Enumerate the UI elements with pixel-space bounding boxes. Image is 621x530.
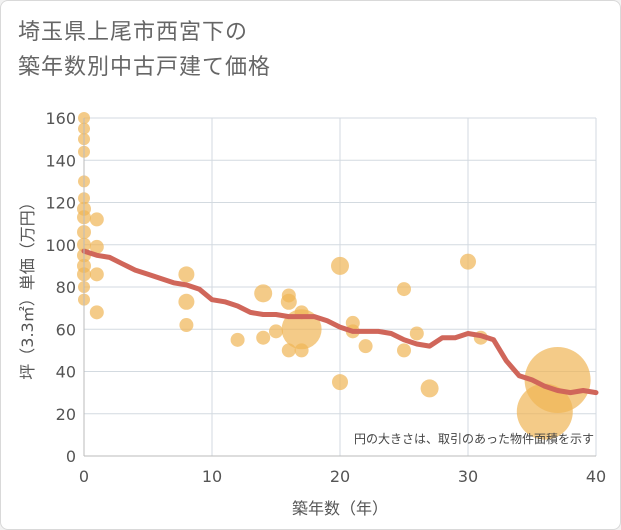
x-tick-label: 0 bbox=[79, 467, 89, 486]
bubble-point bbox=[230, 332, 245, 347]
bubble-point bbox=[460, 253, 476, 270]
bubble-point bbox=[89, 267, 104, 282]
y-tick-label: 120 bbox=[45, 194, 76, 213]
bubble-series bbox=[77, 112, 591, 440]
chart-title: 埼玉県上尾市西宮下の 築年数別中古戸建て価格 bbox=[18, 15, 271, 85]
bubble-point bbox=[179, 318, 194, 333]
x-tick-label: 40 bbox=[586, 467, 606, 486]
bubble-point bbox=[332, 374, 348, 391]
y-tick-label: 160 bbox=[45, 109, 76, 128]
bubble-point bbox=[178, 293, 195, 310]
y-tick-labels: 0 20 40 60 80 100 120 140 160 bbox=[45, 109, 76, 466]
x-axis-label: 築年数（年） bbox=[292, 499, 388, 518]
chart-title-line2: 築年数別中古戸建て価格 bbox=[18, 55, 272, 80]
x-tick-label: 10 bbox=[202, 467, 222, 486]
bubble-point bbox=[178, 266, 195, 283]
y-tick-label: 140 bbox=[45, 151, 76, 170]
bubble-point bbox=[269, 324, 283, 339]
bubble-point bbox=[331, 256, 349, 275]
y-tick-label: 20 bbox=[56, 405, 76, 424]
y-tick-label: 80 bbox=[56, 278, 76, 297]
bubble-point bbox=[409, 326, 424, 341]
grid-lines bbox=[84, 117, 597, 456]
x-tick-labels: 0 10 20 30 40 bbox=[79, 467, 606, 486]
bubble-point bbox=[397, 282, 411, 297]
bubble-point bbox=[89, 305, 104, 320]
bubble-point bbox=[524, 346, 591, 413]
trend-line bbox=[81, 248, 599, 396]
bubble-point bbox=[280, 293, 297, 310]
bubble-point bbox=[294, 343, 309, 358]
y-tick-label: 60 bbox=[56, 320, 76, 339]
bubble-point bbox=[89, 239, 104, 254]
bubble-point bbox=[358, 339, 373, 354]
y-axis-label: 坪（3.3㎡）単価（万円） bbox=[18, 194, 37, 379]
y-tick-label: 100 bbox=[45, 236, 76, 255]
y-tick-label: 40 bbox=[56, 363, 76, 382]
bubble-point bbox=[420, 379, 439, 398]
bubble-point bbox=[256, 330, 271, 345]
bubble-point bbox=[254, 284, 273, 303]
bubble-point bbox=[281, 309, 322, 350]
chart-title-line1: 埼玉県上尾市西宮下の bbox=[18, 20, 249, 45]
bubble-point bbox=[89, 212, 104, 227]
bubble-point bbox=[397, 343, 411, 358]
size-note: 円の大きさは、取引のあった物件面積を示す bbox=[354, 431, 594, 446]
axes bbox=[83, 118, 596, 457]
y-tick-label: 0 bbox=[66, 447, 76, 466]
x-tick-label: 30 bbox=[458, 467, 478, 486]
x-tick-label: 20 bbox=[330, 467, 350, 486]
